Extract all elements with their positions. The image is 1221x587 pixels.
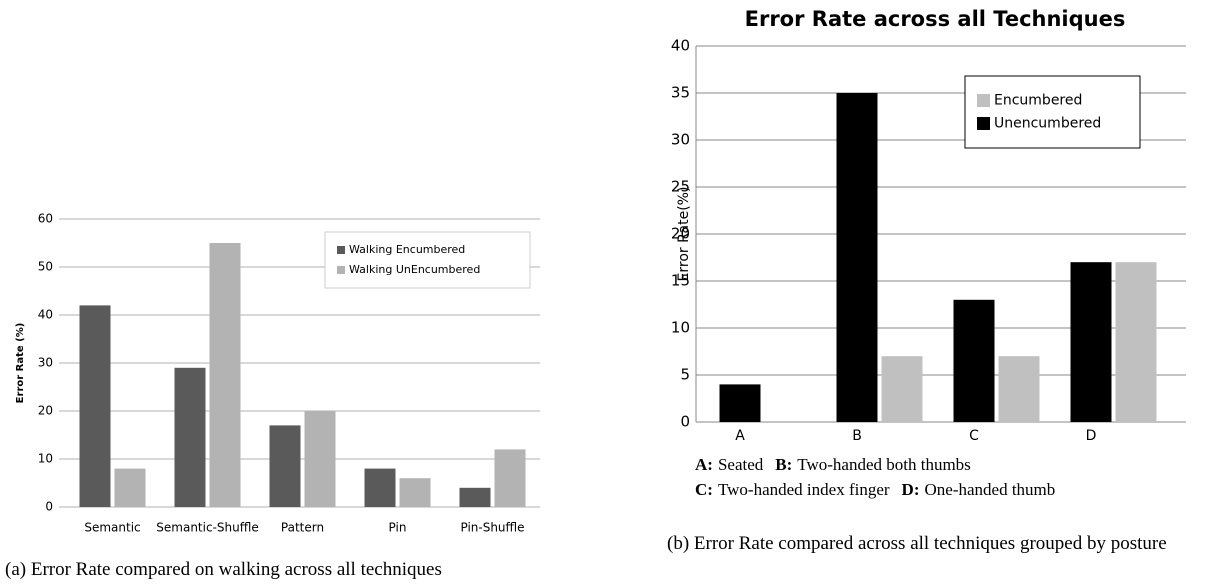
y-tick-label: 10	[38, 452, 53, 466]
x-tick-label: Semantic-Shuffle	[156, 521, 258, 535]
y-axis-label: Error Rate(%)	[676, 187, 692, 282]
x-tick-label: Pin	[389, 521, 407, 535]
y-tick-label: 25	[671, 178, 690, 196]
legend-swatch	[337, 246, 345, 254]
note-key: B:	[775, 455, 792, 474]
y-tick-label: 35	[671, 84, 690, 102]
note-text: Two-handed both thumbs	[797, 455, 971, 474]
bar	[114, 468, 146, 507]
y-tick-label: 5	[680, 366, 690, 384]
bar	[174, 367, 206, 507]
x-tick-label: A	[735, 428, 745, 444]
bar	[1070, 262, 1112, 422]
bar	[1115, 262, 1157, 422]
note-text: One-handed thumb	[925, 480, 1056, 499]
bar	[269, 425, 301, 507]
y-tick-label: 0	[45, 500, 53, 514]
bar	[399, 478, 431, 507]
legend-label: Walking UnEncumbered	[349, 263, 480, 276]
caption: (b) Error Rate compared across all techn…	[667, 533, 1167, 554]
bar	[953, 299, 995, 422]
bar	[79, 305, 111, 507]
note-text: Two-handed index finger	[718, 480, 890, 499]
y-tick-label: 50	[38, 260, 53, 274]
x-tick-label: Pin-Shuffle	[460, 521, 524, 535]
y-axis-label: Error Rate (%)	[15, 323, 26, 404]
y-tick-label: 15	[671, 272, 690, 290]
bar	[881, 356, 923, 422]
legend-swatch	[977, 117, 990, 130]
y-tick-label: 10	[671, 319, 690, 337]
bar	[719, 384, 761, 422]
legend-box	[964, 75, 1141, 149]
bar	[459, 487, 491, 507]
note-key: A:	[695, 455, 713, 474]
y-tick-label: 40	[671, 37, 690, 55]
legend-swatch	[977, 94, 990, 107]
bar	[836, 93, 878, 422]
bar	[494, 449, 526, 507]
bar	[998, 356, 1040, 422]
y-tick-label: 30	[671, 131, 690, 149]
x-tick-label: C	[969, 428, 979, 444]
x-tick-label: D	[1086, 428, 1097, 444]
note-key: C:	[695, 480, 713, 499]
y-tick-label: 30	[38, 356, 53, 370]
caption: (a) Error Rate compared on walking acros…	[5, 559, 442, 580]
legend-label: Unencumbered	[994, 116, 1101, 132]
x-tick-label: Semantic	[84, 521, 140, 535]
note-key: D:	[902, 480, 920, 499]
legend-swatch	[337, 266, 345, 274]
bar	[209, 243, 241, 507]
legend-label: Encumbered	[994, 93, 1082, 109]
legend-label: Walking Encumbered	[349, 243, 465, 256]
y-tick-label: 0	[680, 413, 690, 431]
note: C: Two-handed index finger D: One-handed th…	[695, 480, 1055, 499]
legend-box	[324, 231, 531, 289]
y-tick-label: 40	[38, 308, 53, 322]
y-tick-label: 20	[671, 225, 690, 243]
bar	[304, 411, 336, 507]
x-tick-label: Pattern	[281, 521, 324, 535]
note: A: Seated B: Two-handed both thumbs	[695, 455, 971, 474]
y-tick-label: 20	[38, 404, 53, 418]
bar	[364, 468, 396, 507]
chart-title: Error Rate across all Techniques	[745, 7, 1126, 31]
y-tick-label: 60	[38, 212, 53, 226]
note-text: Seated	[718, 455, 764, 474]
x-tick-label: B	[852, 428, 862, 444]
